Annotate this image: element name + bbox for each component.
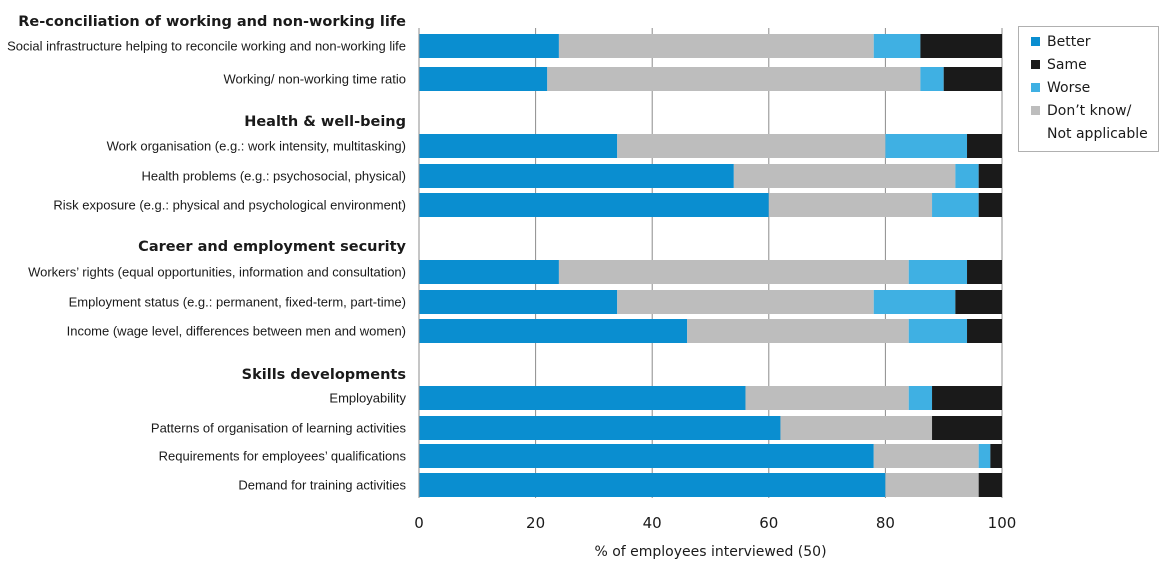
bar-segment-dont-know <box>558 34 874 58</box>
x-tick-label: 60 <box>759 514 778 532</box>
category-label: Workers’ rights (equal opportunities, in… <box>28 265 406 280</box>
bar-segment-dont-know <box>768 193 933 217</box>
legend-swatch <box>1031 37 1040 46</box>
bar-segment-worse <box>908 319 968 343</box>
bar-segment-better <box>419 473 886 497</box>
x-tick-label: 40 <box>643 514 662 532</box>
bar-segment-better <box>419 67 548 91</box>
bar-segment-worse <box>873 290 956 314</box>
bar-segment-worse <box>885 134 968 158</box>
category-label: Work organisation (e.g.: work intensity,… <box>107 139 406 154</box>
bar-segment-same <box>932 386 1002 410</box>
legend-box <box>1018 26 1159 152</box>
bar-segment-worse <box>978 444 991 468</box>
legend-label: Don’t know/ <box>1047 103 1132 119</box>
bar-segment-worse <box>873 34 921 58</box>
bar-segment-same <box>932 416 1002 440</box>
bar-segment-dont-know <box>617 290 874 314</box>
category-label: Requirements for employees’ qualificatio… <box>159 449 407 464</box>
category-label: Risk exposure (e.g.: physical and psycho… <box>53 198 406 213</box>
bar-segment-better <box>419 386 746 410</box>
category-label: Employability <box>329 391 406 406</box>
bar-segment-same <box>978 473 1002 497</box>
group-title: Skills developments <box>242 367 406 383</box>
group-title: Career and employment security <box>138 239 406 255</box>
category-label: Working/ non-working time ratio <box>223 72 406 87</box>
legend-label: Not applicable <box>1047 126 1148 142</box>
bar-segment-same <box>967 260 1002 284</box>
legend-label: Same <box>1047 57 1087 73</box>
category-label: Patterns of organisation of learning act… <box>151 421 407 436</box>
bar-segment-better <box>419 260 559 284</box>
bar-segment-dont-know <box>780 416 933 440</box>
legend-label: Worse <box>1047 80 1090 96</box>
bar-segment-better <box>419 416 781 440</box>
legend-swatch <box>1031 83 1040 92</box>
x-axis-title: % of employees interviewed (50) <box>594 544 826 560</box>
x-tick-label: 0 <box>414 514 424 532</box>
group-title: Re-conciliation of working and non-worki… <box>18 14 406 30</box>
bar-segment-same <box>978 193 1002 217</box>
category-label: Social infrastructure helping to reconci… <box>7 39 406 54</box>
category-label: Demand for training activities <box>238 478 406 493</box>
bar-segment-better <box>419 290 618 314</box>
legend-swatch <box>1031 60 1040 69</box>
bar-segment-dont-know <box>558 260 909 284</box>
x-tick-label: 100 <box>988 514 1017 532</box>
bar-segment-dont-know <box>617 134 886 158</box>
bar-segment-same <box>955 290 1002 314</box>
bar-segment-dont-know <box>885 473 979 497</box>
category-label: Employment status (e.g.: permanent, fixe… <box>69 295 406 310</box>
bar-segment-same <box>967 134 1002 158</box>
bar-segment-same <box>920 34 1002 58</box>
bar-segment-worse <box>932 193 979 217</box>
bar-segment-worse <box>955 164 979 188</box>
bar-segment-better <box>419 34 559 58</box>
bar-segment-better <box>419 134 618 158</box>
bar-segment-dont-know <box>547 67 921 91</box>
x-tick-label: 80 <box>876 514 895 532</box>
group-title: Health & well-being <box>244 114 406 130</box>
x-tick-label: 20 <box>526 514 545 532</box>
bar-segment-better <box>419 319 688 343</box>
bar-segment-dont-know <box>687 319 909 343</box>
bar-segment-same <box>990 444 1002 468</box>
bar-segment-better <box>419 193 769 217</box>
bar-segment-same <box>978 164 1002 188</box>
bar-segment-better <box>419 164 734 188</box>
bar-segment-worse <box>920 67 944 91</box>
bar-segment-dont-know <box>733 164 956 188</box>
bar-segment-better <box>419 444 874 468</box>
category-label: Health problems (e.g.: psychosocial, phy… <box>142 169 406 184</box>
bar-segment-worse <box>908 260 968 284</box>
bar-segment-dont-know <box>873 444 979 468</box>
legend-label: Better <box>1047 34 1091 50</box>
bar-segment-worse <box>908 386 933 410</box>
category-label: Income (wage level, differences between … <box>67 324 406 339</box>
bar-segment-dont-know <box>745 386 909 410</box>
legend-swatch <box>1031 106 1040 115</box>
bar-segment-same <box>967 319 1002 343</box>
bar-segment-same <box>943 67 1002 91</box>
